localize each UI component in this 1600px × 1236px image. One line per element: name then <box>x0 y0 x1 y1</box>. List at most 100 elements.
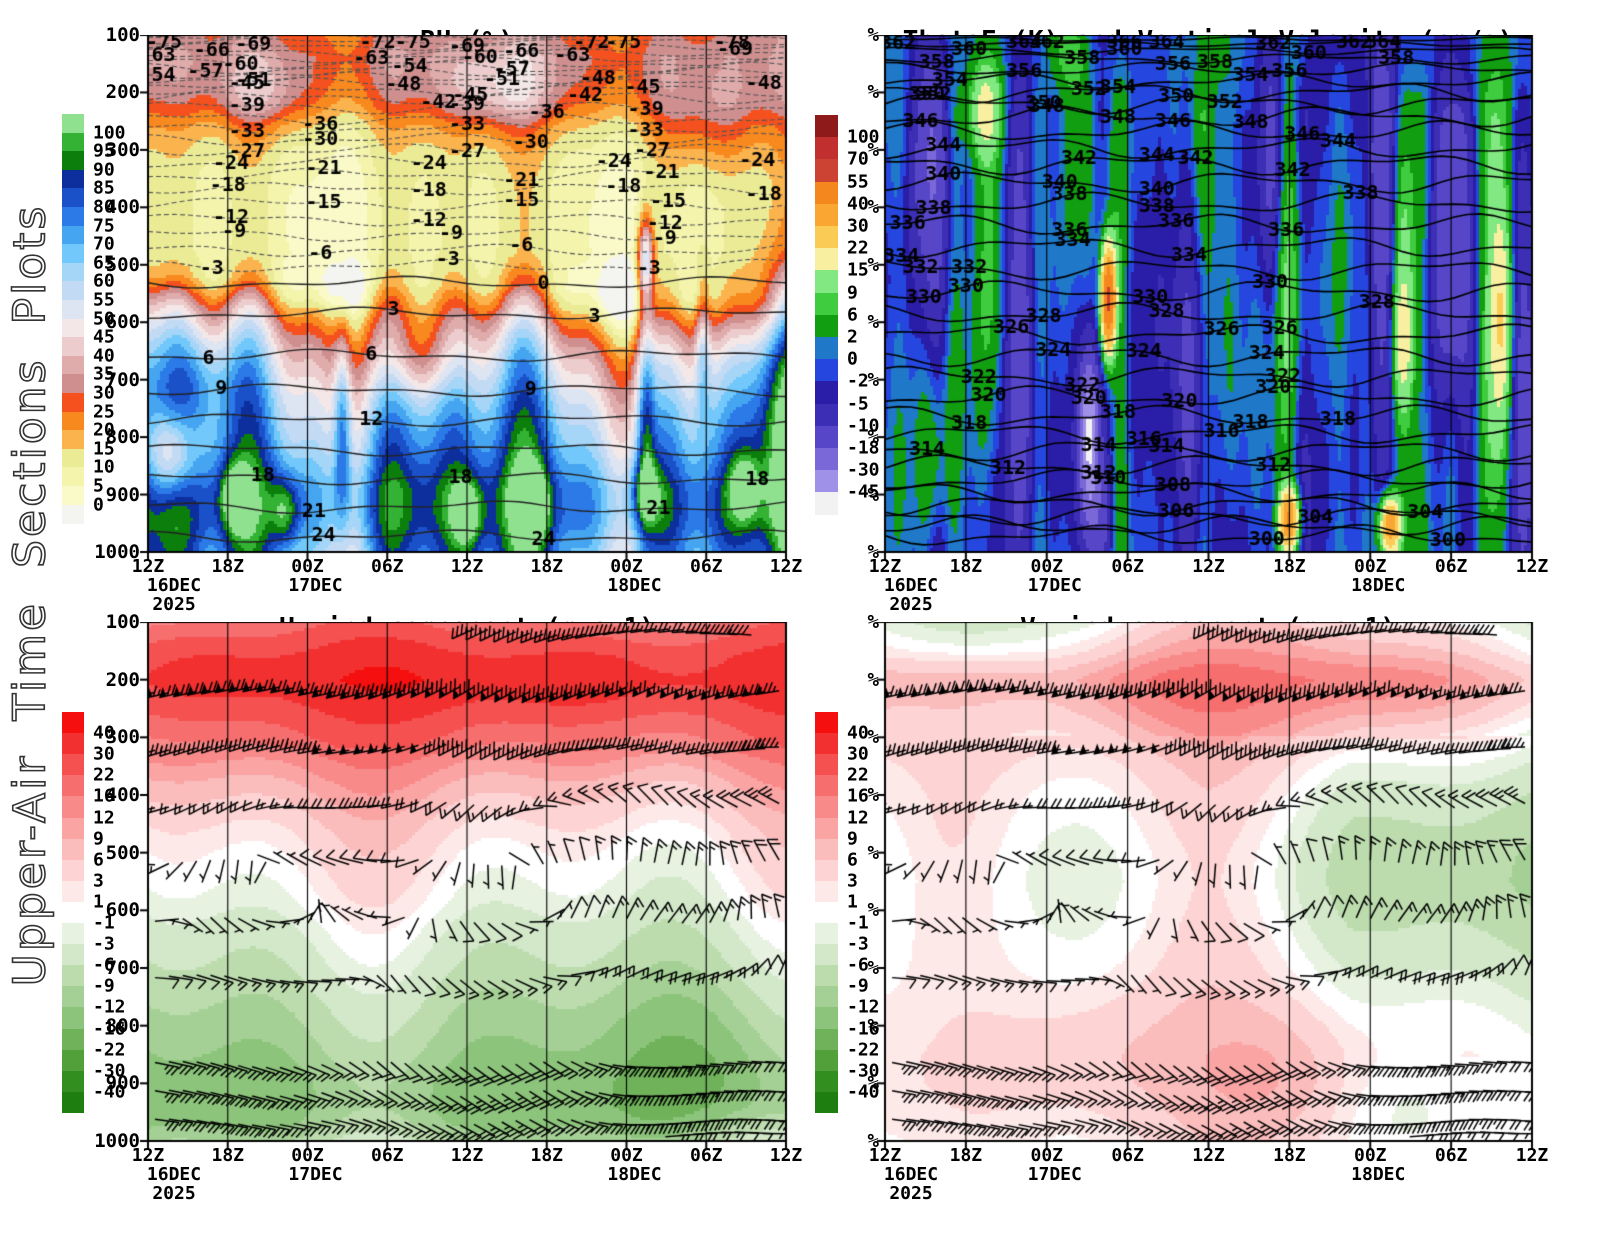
vwind-colorbar-value: -22 <box>847 1039 880 1061</box>
vwind-colorbar-segment <box>815 965 838 987</box>
rh-colorbar-value: 60 <box>93 270 115 292</box>
vwind-colorbar-segment <box>815 1091 838 1114</box>
pressure-tick-label: 900 <box>105 1072 140 1095</box>
time-date-label: 2025 <box>889 1183 933 1204</box>
pressure-tick-label: % <box>867 611 879 633</box>
uwind-colorbar-segment <box>62 986 84 1008</box>
pressure-tick-label: % <box>867 841 879 864</box>
rh-colorbar-value: 90 <box>93 159 115 181</box>
pressure-tick-label: % <box>867 426 879 449</box>
uwind-colorbar-segment <box>62 754 84 776</box>
thetae-colorbar-segment <box>815 203 838 227</box>
rh-colorbar-segment <box>62 281 84 301</box>
time-tick-label: 18Z <box>211 1145 245 1166</box>
thetae-colorbar-value: 70 <box>847 148 869 170</box>
time-tick-label: 18Z <box>211 556 245 577</box>
uwind-colorbar-segment <box>62 733 84 755</box>
vwind-colorbar-segment <box>815 838 838 861</box>
vwind-colorbar-segment <box>815 754 838 776</box>
time-tick-label: 12Z <box>450 1145 484 1166</box>
vwind-colorbar-segment <box>815 1070 838 1093</box>
rh-colorbar-value: 15 <box>93 438 115 460</box>
time-tick-label: 00Z <box>291 1145 324 1166</box>
time-tick-label: 12Z <box>131 1145 165 1166</box>
rh-colorbar-value: 75 <box>93 215 115 237</box>
thetae-colorbar-value: 2 <box>847 326 858 348</box>
rh-colorbar-segment <box>62 430 84 450</box>
time-tick-label: 12Z <box>769 1145 803 1166</box>
thetae-colorbar-segment <box>815 425 838 449</box>
time-tick-label: 12Z <box>1515 1145 1549 1166</box>
vwind-colorbar-value: 12 <box>847 807 869 828</box>
pressure-tick-label: % <box>867 1072 879 1095</box>
rh-colorbar-value: 20 <box>93 419 115 441</box>
uwind-colorbar-value: 16 <box>93 785 115 807</box>
thetae-colorbar-segment <box>815 137 838 160</box>
rh-colorbar-segment <box>62 393 84 413</box>
rh-colorbar-value: 85 <box>93 177 115 199</box>
time-date-label: 16DEC <box>883 575 939 596</box>
vwind-colorbar-value: -6 <box>847 954 869 976</box>
time-tick-label: 12Z <box>1192 556 1225 577</box>
pressure-tick-label: % <box>867 24 879 46</box>
vwind-colorbar-segment <box>815 944 838 966</box>
pressure-tick-label: % <box>867 784 879 806</box>
time-tick-label: 06Z <box>1434 1145 1468 1166</box>
uwind-colorbar-value: -6 <box>93 954 115 976</box>
pressure-tick-label: 100 <box>105 24 140 46</box>
time-date-label: 2025 <box>152 594 196 615</box>
pressure-tick-label: 600 <box>105 899 140 922</box>
uwind-colorbar-value: 6 <box>93 849 104 871</box>
pressure-tick-label: 300 <box>105 138 140 161</box>
uwind-plot-canvas <box>134 622 788 1155</box>
vwind-colorbar-segment <box>815 859 838 882</box>
pressure-tick-label: 200 <box>105 81 140 104</box>
thetae-colorbar-value: 100 <box>847 126 880 148</box>
rh-colorbar-segment <box>62 132 84 152</box>
pressure-tick-label: 100 <box>105 611 140 633</box>
time-tick-label: 06Z <box>689 1145 723 1166</box>
time-tick-label: 06Z <box>689 556 723 577</box>
thetae-colorbar-segment <box>815 314 838 338</box>
rh-colorbar-segment <box>62 486 84 506</box>
pressure-tick-label: 700 <box>105 368 140 391</box>
rh-colorbar-value: 95 <box>93 140 115 162</box>
thetae-colorbar-value: -2 <box>847 370 869 392</box>
time-tick-label: 12Z <box>868 1145 902 1166</box>
uwind-colorbar-value: -30 <box>93 1060 126 1082</box>
pressure-tick-label: 400 <box>105 784 140 806</box>
time-tick-label: 12Z <box>450 556 484 577</box>
rh-colorbar-value: 25 <box>93 401 115 423</box>
rh-colorbar-segment <box>62 151 84 171</box>
pressure-tick-label: % <box>867 541 879 563</box>
pressure-tick-label: % <box>867 138 879 161</box>
time-tick-label: 12Z <box>769 556 803 577</box>
time-tick-label: 00Z <box>1353 556 1387 577</box>
vwind-colorbar-value: -30 <box>847 1060 880 1082</box>
time-date-label: 17DEC <box>1027 1164 1082 1185</box>
time-tick-label: 00Z <box>291 556 324 577</box>
uwind-colorbar-value: 40 <box>93 722 115 744</box>
uwind-colorbar-segment <box>62 817 84 840</box>
pressure-tick-label: % <box>867 1130 879 1152</box>
pressure-tick-label: 200 <box>105 668 140 691</box>
thetae-colorbar-segment <box>815 470 838 493</box>
time-date-label: 2025 <box>889 594 933 615</box>
uwind-colorbar-value: 22 <box>93 764 115 786</box>
rh-colorbar-value: 30 <box>93 382 115 404</box>
uwind-colorbar-value: -12 <box>93 996 126 1018</box>
time-date-label: 2025 <box>152 1183 196 1204</box>
thetae-colorbar-segment <box>815 448 838 471</box>
pressure-tick-label: 500 <box>105 841 140 864</box>
vwind-colorbar-segment <box>815 923 838 945</box>
vwind-colorbar-value: -1 <box>847 912 869 934</box>
thetae-colorbar-segment <box>815 248 838 271</box>
pressure-tick-label: % <box>867 668 879 691</box>
thetae-colorbar-segment <box>815 381 838 405</box>
uwind-colorbar-segment <box>62 880 84 903</box>
thetae-colorbar-value: 55 <box>847 171 869 193</box>
time-date-label: 18DEC <box>607 1164 662 1185</box>
pressure-tick-label: % <box>867 899 879 922</box>
uwind-colorbar-value: -3 <box>93 933 115 955</box>
time-date-label: 17DEC <box>288 1164 343 1185</box>
